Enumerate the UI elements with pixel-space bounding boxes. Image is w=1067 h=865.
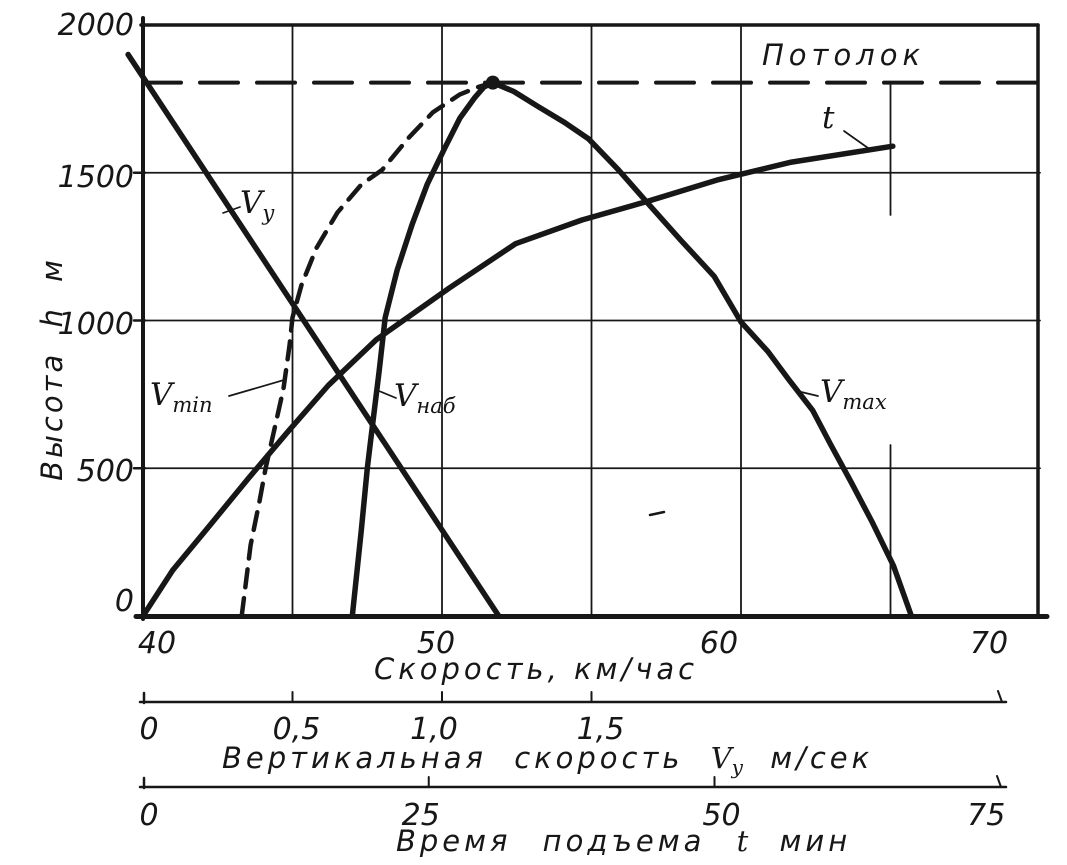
- ceiling-point: [485, 75, 500, 90]
- speed-tick-label-40: 40: [137, 626, 177, 661]
- curve-label-vnab: Vнаб: [394, 378, 456, 418]
- curve-label-t: t: [822, 100, 835, 136]
- curve-t: [140, 143, 896, 619]
- climb-time-tick-label-0: 0: [139, 798, 159, 833]
- speed-tick-label-70: 70: [969, 626, 1009, 661]
- curve-label-vmin: Vmin: [150, 377, 213, 417]
- height-tick-label-500: 500: [76, 454, 134, 490]
- climb-time-axis-title-symbol: t: [736, 824, 749, 858]
- height-tick-label-2000: 2000: [57, 8, 134, 43]
- curve-label-vmax: Vmax: [820, 374, 887, 414]
- climb-time-tick-label-25: 25: [401, 798, 440, 833]
- curve-Vy: [125, 51, 502, 619]
- climb-time-tick-label-50: 50: [702, 798, 741, 833]
- vertical-speed-tick-label-1: 0,5: [272, 712, 321, 747]
- vertical-speed-tick-label-0: 0: [139, 712, 159, 747]
- height-tick-label-1000: 1000: [57, 306, 134, 342]
- vertical-speed-axis-title-symbol: Vy: [710, 741, 743, 779]
- stray-mark: [648, 510, 666, 517]
- curve-Vmax: [490, 79, 915, 619]
- curve-Vnab: [349, 79, 496, 619]
- climb-time-axis-title-units: мин: [779, 824, 852, 858]
- ceiling-label: Потолок: [762, 38, 925, 72]
- climb-time-axis-title: Время подъема t мин: [396, 824, 851, 858]
- vertical-speed-tick-label-3: 1,5: [576, 712, 625, 747]
- vertical-speed-tick-label-2: 1,0: [410, 712, 458, 747]
- leader-vmin: [228, 379, 285, 397]
- curve-Vmin: [239, 80, 496, 619]
- leader-t: [843, 130, 869, 149]
- vertical-speed-axis-end-tick: [997, 690, 1003, 703]
- climb-time-axis-title-text: Время подъема: [396, 824, 706, 858]
- vertical-speed-axis-title-units: м/сек: [770, 741, 874, 775]
- speed-tick-label-50: 50: [416, 626, 456, 661]
- vertical-speed-axis-title-text: Вертикальная скорость: [222, 741, 684, 775]
- vertical-speed-axis-title: Вертикальная скорость Vy м/сек: [222, 741, 873, 779]
- climb-time-axis-end-tick: [996, 775, 1002, 788]
- leader-vmax: [796, 390, 819, 397]
- leader-vy: [222, 206, 241, 214]
- height-tick-label-0: 0: [114, 584, 134, 619]
- leader-vnab: [378, 390, 397, 399]
- height-tick-label-1500: 1500: [57, 159, 134, 195]
- speed-axis-title: Скорость, км/час: [374, 652, 699, 686]
- curve-label-vy: Vy: [240, 185, 275, 225]
- climb-time-tick-label-75: 75: [967, 798, 1006, 833]
- speed-tick-label-60: 60: [699, 626, 739, 661]
